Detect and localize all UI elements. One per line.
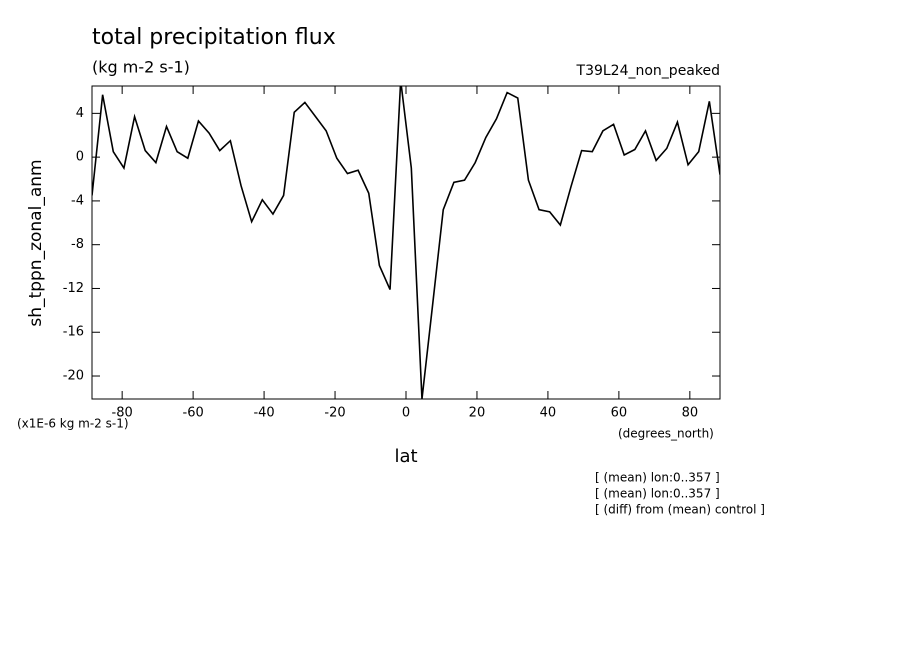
- y-axis-label: sh_tppn_zonal_anm: [26, 159, 46, 326]
- x-axis-units: (degrees_north): [618, 427, 714, 441]
- x-tick-label: -40: [253, 406, 274, 421]
- x-tick-label: -60: [183, 406, 204, 421]
- y-tick-label: -12: [63, 281, 84, 296]
- y-tick-label: -4: [71, 193, 84, 208]
- y-tick-label: -20: [63, 369, 84, 384]
- x-tick-label: -80: [112, 406, 133, 421]
- y-tick-label: 4: [76, 106, 84, 121]
- annotation: [ (mean) lon:0..357 ]: [595, 471, 720, 485]
- x-tick-label: 80: [682, 406, 699, 421]
- x-tick-label: 0: [402, 406, 410, 421]
- y-tick-label: -8: [71, 237, 84, 252]
- plot-frame: [91, 85, 721, 400]
- chart-subtitle: (kg m-2 s-1): [92, 58, 190, 77]
- y-axis-units: (x1E-6 kg m-2 s-1): [17, 417, 129, 431]
- annotation: [ (diff) from (mean) control ]: [595, 503, 765, 517]
- dataset-label: T39L24_non_peaked: [576, 63, 720, 79]
- x-tick-label: 40: [540, 406, 557, 421]
- chart-title: total precipitation flux: [92, 25, 336, 50]
- y-tick-label: -16: [63, 325, 84, 340]
- y-tick-label: 0: [76, 150, 84, 165]
- x-axis-label: lat: [394, 446, 417, 467]
- x-tick-label: -20: [324, 406, 345, 421]
- x-tick-label: 60: [611, 406, 628, 421]
- data-line: [92, 86, 720, 399]
- annotation: [ (mean) lon:0..357 ]: [595, 487, 720, 501]
- x-tick-label: 20: [469, 406, 486, 421]
